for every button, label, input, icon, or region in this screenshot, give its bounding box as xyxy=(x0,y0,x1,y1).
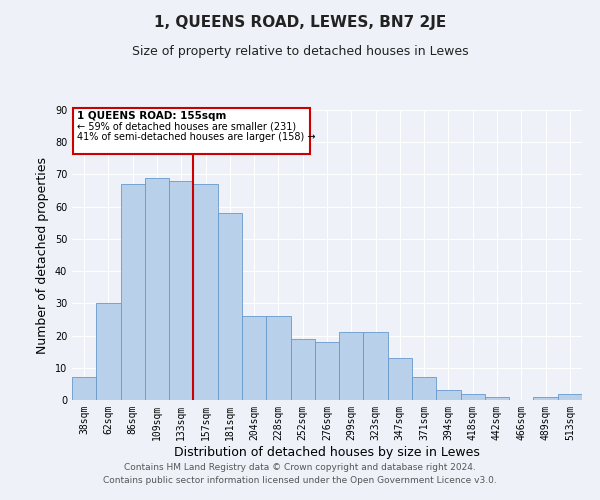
X-axis label: Distribution of detached houses by size in Lewes: Distribution of detached houses by size … xyxy=(174,446,480,458)
Text: Contains HM Land Registry data © Crown copyright and database right 2024.
Contai: Contains HM Land Registry data © Crown c… xyxy=(103,464,497,485)
Text: 1, QUEENS ROAD, LEWES, BN7 2JE: 1, QUEENS ROAD, LEWES, BN7 2JE xyxy=(154,15,446,30)
FancyBboxPatch shape xyxy=(73,108,310,154)
Text: Size of property relative to detached houses in Lewes: Size of property relative to detached ho… xyxy=(131,45,469,58)
Text: ← 59% of detached houses are smaller (231): ← 59% of detached houses are smaller (23… xyxy=(77,122,296,132)
Bar xyxy=(218,213,242,400)
Bar xyxy=(461,394,485,400)
Y-axis label: Number of detached properties: Number of detached properties xyxy=(36,156,49,354)
Bar xyxy=(193,184,218,400)
Bar xyxy=(436,390,461,400)
Bar xyxy=(364,332,388,400)
Bar xyxy=(266,316,290,400)
Bar xyxy=(169,181,193,400)
Bar xyxy=(121,184,145,400)
Bar xyxy=(388,358,412,400)
Bar xyxy=(72,378,96,400)
Bar xyxy=(315,342,339,400)
Text: 1 QUEENS ROAD: 155sqm: 1 QUEENS ROAD: 155sqm xyxy=(77,111,226,121)
Text: 41% of semi-detached houses are larger (158) →: 41% of semi-detached houses are larger (… xyxy=(77,132,316,141)
Bar xyxy=(290,339,315,400)
Bar xyxy=(145,178,169,400)
Bar xyxy=(412,378,436,400)
Bar xyxy=(485,397,509,400)
Bar xyxy=(339,332,364,400)
Bar xyxy=(242,316,266,400)
Bar xyxy=(558,394,582,400)
Bar xyxy=(96,304,121,400)
Bar xyxy=(533,397,558,400)
